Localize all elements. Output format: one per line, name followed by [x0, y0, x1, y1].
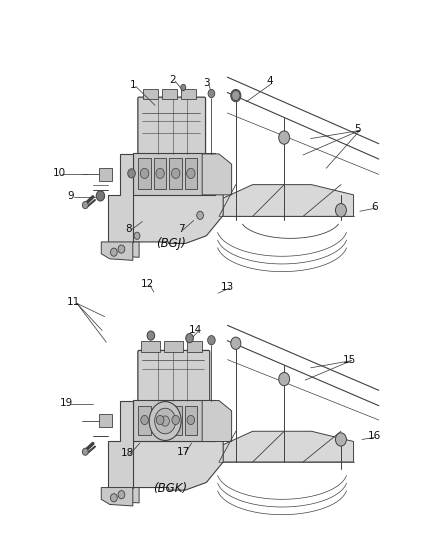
Bar: [184, 158, 197, 189]
Text: 14: 14: [189, 326, 202, 335]
Circle shape: [172, 415, 180, 425]
Bar: [162, 90, 177, 99]
Text: 13: 13: [221, 282, 234, 292]
Circle shape: [128, 169, 135, 178]
Bar: [143, 90, 158, 99]
Text: 11: 11: [67, 297, 81, 308]
Bar: [99, 168, 112, 181]
Circle shape: [231, 90, 241, 102]
Circle shape: [279, 373, 290, 386]
Text: 16: 16: [368, 431, 381, 441]
Circle shape: [118, 490, 125, 499]
Text: 1: 1: [130, 80, 136, 90]
Circle shape: [140, 168, 149, 179]
Text: 6: 6: [371, 202, 378, 212]
Circle shape: [186, 334, 193, 343]
Bar: [154, 406, 166, 435]
Circle shape: [82, 201, 88, 209]
Circle shape: [134, 232, 140, 239]
Circle shape: [208, 90, 215, 98]
Circle shape: [149, 401, 181, 440]
Circle shape: [279, 131, 290, 144]
Circle shape: [231, 337, 241, 350]
Polygon shape: [112, 242, 139, 257]
FancyBboxPatch shape: [138, 97, 205, 156]
Bar: [154, 158, 166, 189]
Polygon shape: [108, 401, 133, 488]
Bar: [99, 414, 112, 427]
Circle shape: [156, 168, 164, 179]
Circle shape: [161, 416, 170, 426]
Polygon shape: [219, 431, 353, 462]
Polygon shape: [112, 174, 223, 244]
Polygon shape: [108, 154, 133, 242]
Circle shape: [110, 248, 117, 256]
Polygon shape: [101, 488, 133, 506]
Bar: [164, 341, 183, 352]
Circle shape: [141, 415, 148, 425]
Bar: [133, 400, 215, 441]
Text: 2: 2: [170, 75, 176, 85]
Polygon shape: [202, 154, 232, 195]
Text: 4: 4: [266, 76, 273, 86]
Polygon shape: [202, 401, 232, 441]
Circle shape: [147, 331, 155, 340]
Circle shape: [181, 84, 186, 91]
Polygon shape: [219, 184, 353, 216]
Text: 5: 5: [354, 124, 361, 134]
Polygon shape: [112, 421, 223, 490]
Circle shape: [187, 415, 194, 425]
Text: 12: 12: [141, 279, 154, 289]
Text: 19: 19: [60, 398, 74, 408]
Bar: [170, 406, 182, 435]
Text: 8: 8: [126, 224, 132, 233]
Text: 3: 3: [203, 78, 210, 88]
Bar: [138, 158, 151, 189]
Text: (BGK): (BGK): [154, 482, 188, 496]
Text: 17: 17: [177, 447, 190, 457]
FancyBboxPatch shape: [138, 350, 210, 402]
Circle shape: [118, 245, 125, 253]
Bar: [133, 153, 215, 195]
Circle shape: [82, 448, 88, 455]
Polygon shape: [112, 488, 139, 503]
Text: 15: 15: [343, 354, 356, 365]
Bar: [187, 341, 202, 352]
Circle shape: [336, 204, 346, 217]
Circle shape: [232, 91, 240, 101]
Bar: [141, 341, 160, 352]
Circle shape: [172, 168, 180, 179]
Text: (BGJ): (BGJ): [155, 237, 186, 250]
Bar: [138, 406, 151, 435]
Text: 9: 9: [68, 191, 74, 201]
Text: 18: 18: [121, 448, 134, 458]
Circle shape: [197, 211, 203, 220]
Circle shape: [156, 415, 164, 425]
Bar: [184, 406, 197, 435]
Circle shape: [336, 433, 346, 446]
Circle shape: [110, 494, 117, 502]
Polygon shape: [101, 242, 133, 260]
Circle shape: [96, 191, 105, 201]
Circle shape: [208, 336, 215, 345]
Circle shape: [187, 168, 195, 179]
Text: 7: 7: [178, 224, 184, 233]
Bar: [181, 90, 196, 99]
Circle shape: [155, 408, 176, 434]
Bar: [170, 158, 182, 189]
Text: 10: 10: [53, 168, 66, 179]
